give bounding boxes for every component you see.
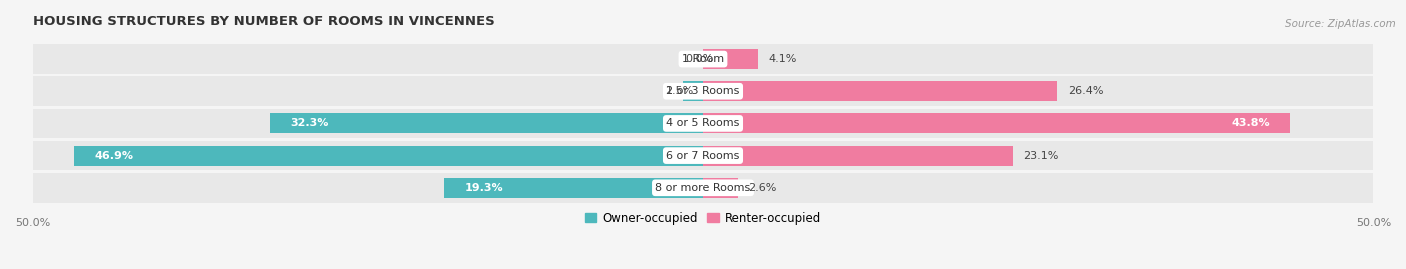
Text: HOUSING STRUCTURES BY NUMBER OF ROOMS IN VINCENNES: HOUSING STRUCTURES BY NUMBER OF ROOMS IN…: [32, 15, 495, 28]
Bar: [32, 173, 1374, 203]
Bar: [703, 178, 738, 198]
Bar: [32, 76, 1374, 106]
Text: 2.6%: 2.6%: [748, 183, 778, 193]
Text: 32.3%: 32.3%: [290, 118, 329, 128]
Text: 0.0%: 0.0%: [686, 54, 714, 64]
Text: 23.1%: 23.1%: [1024, 151, 1059, 161]
Text: 6 or 7 Rooms: 6 or 7 Rooms: [666, 151, 740, 161]
Bar: [32, 109, 1374, 138]
Text: 1.5%: 1.5%: [665, 86, 693, 96]
Text: 1 Room: 1 Room: [682, 54, 724, 64]
Legend: Owner-occupied, Renter-occupied: Owner-occupied, Renter-occupied: [579, 207, 827, 229]
Bar: [32, 44, 1374, 74]
Text: 4 or 5 Rooms: 4 or 5 Rooms: [666, 118, 740, 128]
Bar: [703, 49, 758, 69]
Text: 43.8%: 43.8%: [1232, 118, 1270, 128]
Bar: [270, 114, 703, 133]
Bar: [683, 81, 703, 101]
Bar: [703, 114, 1291, 133]
Text: 2 or 3 Rooms: 2 or 3 Rooms: [666, 86, 740, 96]
Bar: [444, 178, 703, 198]
Text: 4.1%: 4.1%: [769, 54, 797, 64]
Text: Source: ZipAtlas.com: Source: ZipAtlas.com: [1285, 19, 1396, 29]
Text: 46.9%: 46.9%: [94, 151, 134, 161]
Bar: [75, 146, 703, 166]
Bar: [32, 141, 1374, 170]
Text: 19.3%: 19.3%: [464, 183, 503, 193]
Bar: [703, 146, 1012, 166]
Text: 8 or more Rooms: 8 or more Rooms: [655, 183, 751, 193]
Text: 26.4%: 26.4%: [1067, 86, 1104, 96]
Bar: [703, 81, 1057, 101]
